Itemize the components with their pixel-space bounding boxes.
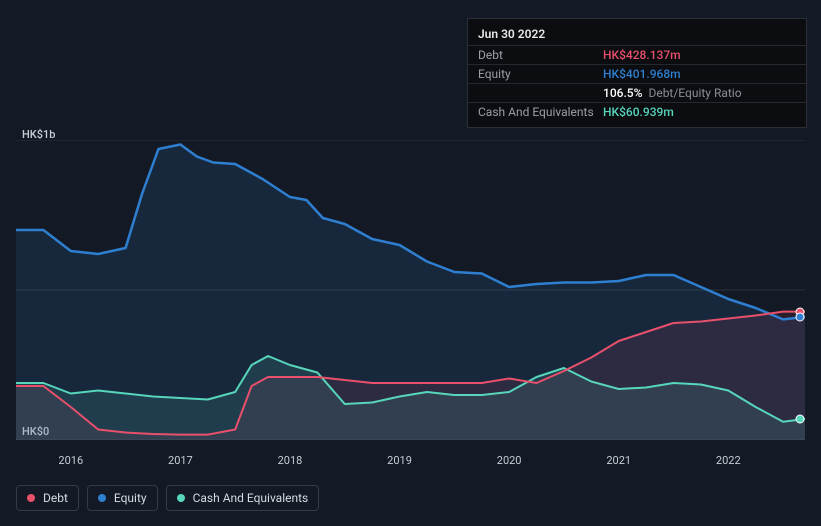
legend-label: Debt xyxy=(43,491,68,505)
x-tick-label: 2022 xyxy=(716,454,741,467)
tooltip-row-value: HK$60.939m xyxy=(603,105,674,119)
tooltip-row-label: Debt xyxy=(478,48,603,62)
tooltip-row-label xyxy=(478,86,603,100)
tooltip-row: Cash And EquivalentsHK$60.939m xyxy=(468,102,806,121)
tooltip-row-value: 106.5%Debt/Equity Ratio xyxy=(603,86,742,100)
legend-label: Equity xyxy=(114,491,147,505)
tooltip-row: 106.5%Debt/Equity Ratio xyxy=(468,83,806,102)
tooltip-row-value: HK$401.968m xyxy=(603,67,681,81)
tooltip-row-label: Cash And Equivalents xyxy=(478,105,603,119)
chart-legend: Debt Equity Cash And Equivalents xyxy=(16,485,319,511)
legend-dot-icon xyxy=(27,494,35,502)
legend-item-equity[interactable]: Equity xyxy=(87,485,158,511)
legend-label: Cash And Equivalents xyxy=(193,491,309,505)
x-tick-label: 2021 xyxy=(606,454,631,467)
chart-plot xyxy=(16,140,805,440)
x-tick-label: 2020 xyxy=(497,454,522,467)
tooltip-row-value: HK$428.137m xyxy=(603,48,681,62)
end-marker-cash xyxy=(795,415,804,424)
legend-item-debt[interactable]: Debt xyxy=(16,485,79,511)
x-tick-label: 2019 xyxy=(387,454,412,467)
legend-dot-icon xyxy=(177,494,185,502)
end-marker-equity xyxy=(795,313,804,322)
legend-dot-icon xyxy=(98,494,106,502)
x-tick-label: 2018 xyxy=(278,454,303,467)
tooltip-row: EquityHK$401.968m xyxy=(468,64,806,83)
tooltip-row: DebtHK$428.137m xyxy=(468,45,806,64)
chart-tooltip: Jun 30 2022 DebtHK$428.137mEquityHK$401.… xyxy=(467,18,807,128)
x-tick-label: 2017 xyxy=(168,454,193,467)
x-tick-label: 2016 xyxy=(58,454,83,467)
tooltip-row-label: Equity xyxy=(478,67,603,81)
legend-item-cash-and-equivalents[interactable]: Cash And Equivalents xyxy=(166,485,320,511)
tooltip-date: Jun 30 2022 xyxy=(468,25,806,45)
